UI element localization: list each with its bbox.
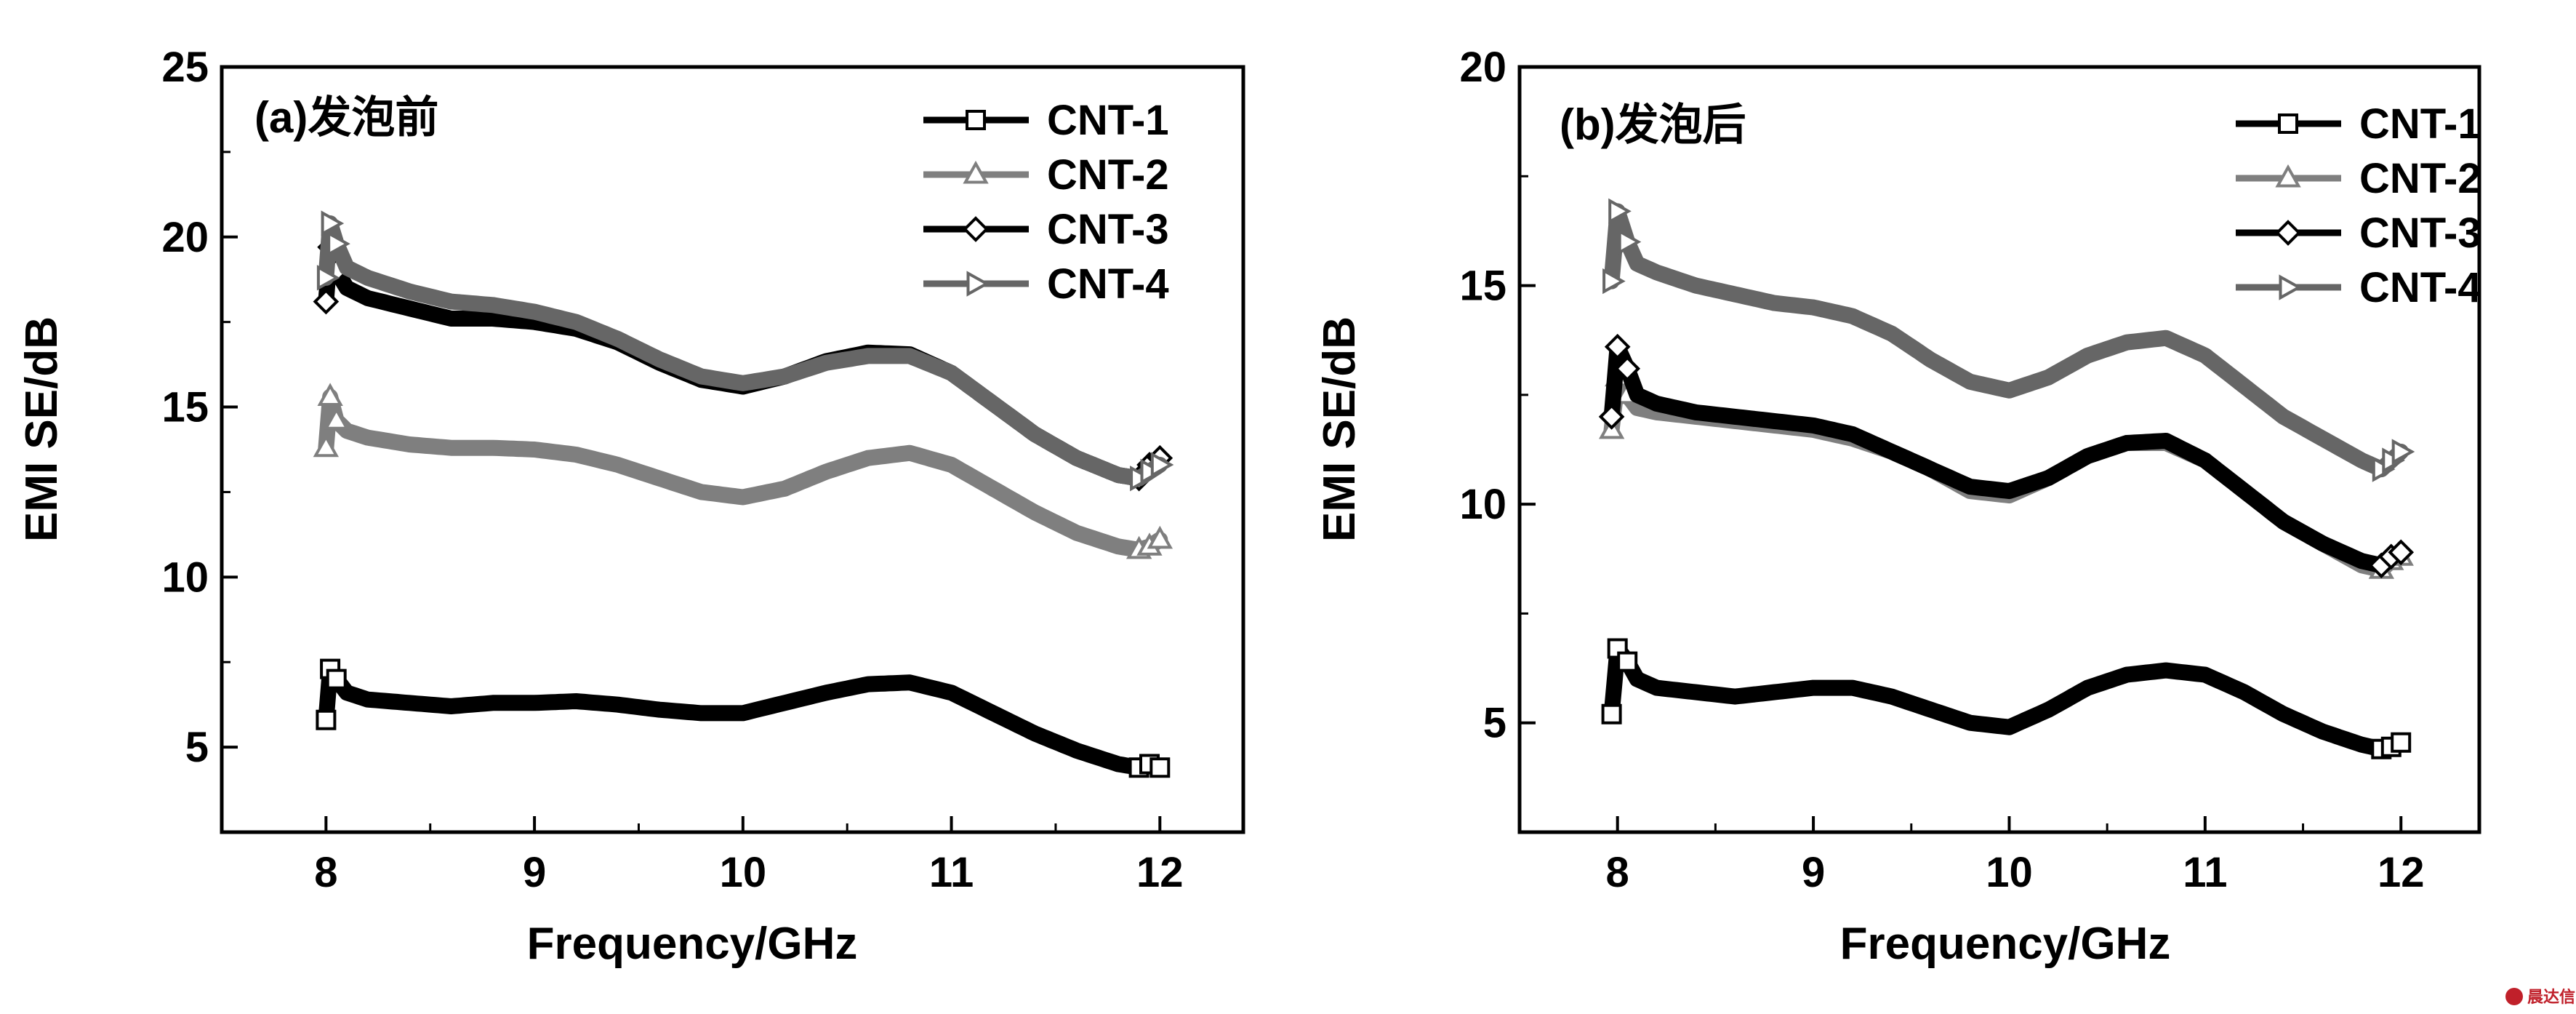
panel-b-x-tick-label: 11 bbox=[2183, 849, 2227, 896]
panel-a-legend-marker bbox=[966, 110, 986, 130]
panel-a-series-line bbox=[318, 660, 1168, 776]
panel-b-series-CNT-4 bbox=[1602, 198, 2415, 482]
panel-a-data-point bbox=[316, 265, 340, 291]
panel-b-legend-marker bbox=[2275, 220, 2301, 246]
panel-a-data-point bbox=[327, 231, 350, 257]
panel-a-legend-marker bbox=[963, 160, 989, 184]
panel-a-label: (a)发泡前 bbox=[254, 93, 438, 142]
panel-b-frame bbox=[1517, 65, 2481, 834]
panel-a-x-tick-label: 9 bbox=[523, 849, 546, 896]
panel-a-x-axis-title: Frequency/GHz bbox=[527, 919, 858, 969]
panel-a-y-ticks: 5 10 15 20 25 bbox=[161, 44, 238, 771]
panel-b-legend-label: CNT-3 bbox=[2359, 209, 2481, 257]
panel-a-data-point bbox=[326, 668, 347, 690]
panel-a-data-point bbox=[313, 434, 340, 458]
panel-a-y-tick-label: 15 bbox=[161, 384, 209, 431]
panel-b-data-point bbox=[1618, 228, 1642, 255]
panel-b-x-tick-label: 9 bbox=[1802, 849, 1825, 896]
panel-b-data-point bbox=[2391, 439, 2415, 465]
panel-a-legend-marker bbox=[963, 216, 989, 242]
panel-b-series-line bbox=[1603, 338, 2410, 574]
panel-a-x-tick-label: 11 bbox=[929, 849, 974, 896]
panel-b-x-axis-title: Frequency/GHz bbox=[1840, 919, 2171, 969]
panel-a-series-line bbox=[318, 388, 1168, 558]
panel-b-legend-marker bbox=[2278, 113, 2298, 134]
panel-b-label: (b)发泡后 bbox=[1560, 100, 1746, 149]
watermark-icon bbox=[2505, 988, 2523, 1005]
panel-a-x-tick-label: 10 bbox=[720, 849, 767, 896]
panel-b-y-tick-label: 10 bbox=[1459, 481, 1506, 528]
panel-b-legend-label: CNT-1 bbox=[2359, 100, 2481, 148]
panel-a-y-tick-label: 5 bbox=[185, 724, 209, 771]
panel-b-series-line bbox=[1603, 640, 2410, 757]
panel-a-x-ticks: 8 9 10 11 12 bbox=[314, 816, 1184, 896]
panel-b-legend-marker bbox=[2275, 164, 2301, 188]
panel-a-data-point bbox=[316, 709, 337, 730]
panel-a-x-tick-label: 8 bbox=[314, 849, 337, 896]
panel-b-legend-marker bbox=[2279, 274, 2303, 300]
panel-a-data-point bbox=[1149, 757, 1171, 778]
panel-b-data-point bbox=[2391, 732, 2412, 753]
panel-b-data-point bbox=[1608, 198, 1632, 225]
panel-a-data-point bbox=[313, 288, 340, 315]
panel-a-series-CNT-2 bbox=[313, 383, 1173, 559]
panel-b-data-point bbox=[1617, 651, 1638, 672]
panel-a-data-point bbox=[317, 383, 343, 406]
watermark-text: 晨达信 bbox=[2527, 988, 2575, 1006]
panel-a-legend-label: CNT-1 bbox=[1047, 97, 1169, 144]
panel-a-legend-label: CNT-2 bbox=[1047, 151, 1169, 199]
panel-a-y-tick-label: 10 bbox=[161, 554, 209, 601]
panel-a-frame bbox=[220, 65, 1245, 834]
panel-b-x-ticks: 8 9 10 11 12 bbox=[1606, 816, 2425, 896]
panel-b-y-tick-label: 5 bbox=[1483, 700, 1506, 747]
panel-a-data-point bbox=[1147, 525, 1173, 549]
panel-a-data-point bbox=[1150, 452, 1174, 478]
panel-b-data-point bbox=[1602, 268, 1626, 295]
panel-a-y-tick-label: 20 bbox=[161, 214, 209, 261]
panel-b-data-point bbox=[2388, 539, 2415, 566]
panel-b-plot-area bbox=[1598, 198, 2415, 759]
panel-a-y-axis-title: EMI SE/dB bbox=[17, 316, 67, 542]
panel-b-y-ticks: 5 10 15 20 bbox=[1459, 44, 1536, 747]
panel-b-y-axis-title: EMI SE/dB bbox=[1315, 316, 1365, 542]
panel-a-legend-marker bbox=[966, 271, 990, 297]
panel-b-series-CNT-3 bbox=[1598, 333, 2415, 579]
panel-b-data-point bbox=[1604, 333, 1631, 360]
panel-b-y-tick-label: 15 bbox=[1459, 263, 1506, 310]
panel-b-series-CNT-1 bbox=[1601, 638, 2412, 759]
panel-b-x-tick-label: 10 bbox=[1986, 849, 2033, 896]
panel-a-legend-label: CNT-4 bbox=[1047, 260, 1169, 308]
panel-a-series-CNT-1 bbox=[316, 658, 1171, 778]
panel-a-series-CNT-4 bbox=[316, 210, 1174, 492]
panel-a-legend: CNT-1 CNT-2 CNT-3 CNT-4 bbox=[923, 97, 1169, 308]
panel-a-data-point bbox=[321, 210, 345, 236]
panel-b-legend: CNT-1 CNT-2 CNT-3 CNT-4 bbox=[2236, 100, 2481, 311]
panel-b-legend-label: CNT-2 bbox=[2359, 155, 2481, 202]
panel-a-x-tick-label: 12 bbox=[1136, 849, 1184, 896]
panel-b: 8 9 10 11 12 5 10 15 20 (b)发泡后 Frequency/GHz EM… bbox=[1315, 44, 2481, 969]
watermark-logo: 晨达信 bbox=[2505, 988, 2575, 1006]
panel-b-data-point bbox=[1614, 355, 1641, 382]
panel-a-data-point bbox=[324, 407, 350, 430]
panel-b-x-tick-label: 8 bbox=[1606, 849, 1629, 896]
panel-b-legend-label: CNT-4 bbox=[2359, 264, 2481, 311]
panel-a-series-line bbox=[318, 215, 1168, 487]
panel-a-y-tick-label: 25 bbox=[161, 44, 209, 91]
panel-b-data-point bbox=[1601, 703, 1622, 724]
panel-a-plot-area bbox=[313, 210, 1174, 778]
panel-a-legend-label: CNT-3 bbox=[1047, 206, 1169, 253]
panel-b-data-point bbox=[1598, 404, 1625, 430]
panel-b-series-line bbox=[1603, 203, 2410, 478]
panel-b-y-tick-label: 20 bbox=[1459, 44, 1506, 91]
panel-b-x-tick-label: 12 bbox=[2378, 849, 2425, 896]
